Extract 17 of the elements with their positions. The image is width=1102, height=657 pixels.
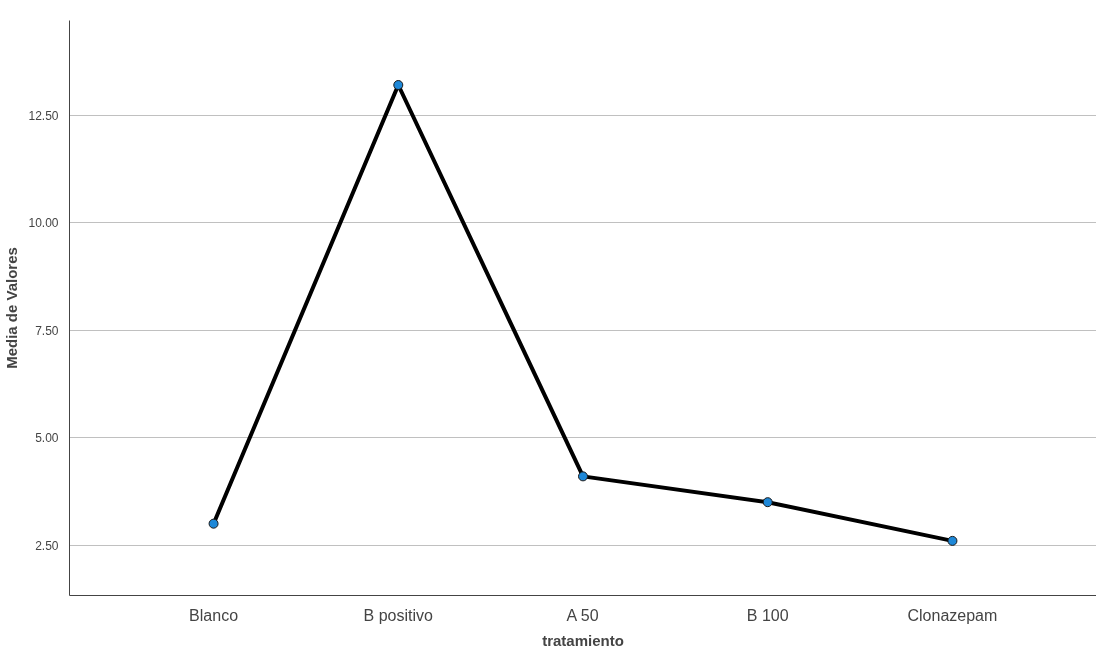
x-tick-label: B 100 (746, 606, 789, 624)
y-tick-label: 2.50 (35, 538, 59, 553)
point (947, 535, 958, 546)
x-tick-label: B positivo (363, 606, 434, 624)
y-tick-label: 7.50 (35, 323, 59, 338)
x-axis-title: tratamiento (542, 631, 624, 649)
x-tick-label: A 50 (566, 606, 599, 624)
point (208, 518, 219, 529)
y-tick-label: 10.00 (28, 216, 59, 231)
x-tick-label: Blanco (189, 606, 239, 624)
point (393, 80, 404, 90)
y-tick-label: 5.00 (35, 431, 59, 446)
point (578, 471, 588, 482)
point (762, 497, 773, 508)
y-axis-title: Media de Valores (3, 247, 21, 369)
x-tick-label: Clonazepam (907, 606, 998, 624)
y-tick-label: 12.50 (28, 108, 59, 123)
